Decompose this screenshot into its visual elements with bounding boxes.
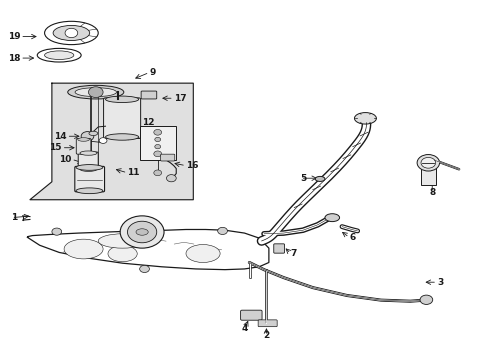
Circle shape: [155, 137, 160, 141]
Text: 18: 18: [8, 54, 20, 63]
Text: 12: 12: [142, 118, 154, 127]
Circle shape: [419, 295, 432, 305]
Text: 16: 16: [185, 161, 198, 170]
Text: 9: 9: [149, 68, 156, 77]
Polygon shape: [27, 229, 268, 270]
Ellipse shape: [315, 176, 325, 181]
FancyBboxPatch shape: [103, 98, 141, 138]
Ellipse shape: [108, 246, 137, 262]
Ellipse shape: [98, 234, 147, 248]
Ellipse shape: [80, 167, 97, 171]
Text: 10: 10: [59, 155, 71, 164]
Ellipse shape: [44, 21, 98, 45]
Text: 4: 4: [241, 324, 247, 333]
Polygon shape: [30, 83, 193, 200]
FancyBboxPatch shape: [273, 244, 284, 253]
Ellipse shape: [76, 165, 102, 170]
FancyBboxPatch shape: [76, 138, 91, 154]
Text: 13: 13: [132, 132, 144, 141]
Ellipse shape: [76, 188, 102, 194]
Circle shape: [154, 151, 161, 157]
Text: 2: 2: [263, 332, 269, 341]
Circle shape: [154, 130, 161, 135]
Text: 5: 5: [300, 174, 306, 183]
Ellipse shape: [68, 85, 123, 99]
Circle shape: [166, 175, 176, 182]
Circle shape: [140, 265, 149, 273]
Text: 17: 17: [173, 94, 186, 103]
Circle shape: [127, 221, 157, 243]
Ellipse shape: [89, 131, 98, 135]
Circle shape: [65, 28, 78, 38]
Ellipse shape: [185, 244, 220, 262]
Text: 1: 1: [11, 213, 18, 222]
Circle shape: [99, 138, 107, 143]
Text: 19: 19: [7, 32, 20, 41]
Text: 15: 15: [49, 143, 61, 152]
Text: 3: 3: [436, 278, 443, 287]
Ellipse shape: [325, 214, 339, 222]
FancyBboxPatch shape: [78, 152, 98, 170]
Text: 14: 14: [54, 132, 66, 141]
Ellipse shape: [105, 134, 139, 140]
Text: 8: 8: [428, 188, 434, 197]
FancyBboxPatch shape: [240, 310, 262, 320]
Circle shape: [416, 154, 439, 171]
Ellipse shape: [136, 229, 148, 235]
Text: 11: 11: [127, 168, 140, 177]
Circle shape: [155, 144, 160, 149]
Ellipse shape: [53, 26, 89, 41]
FancyBboxPatch shape: [160, 154, 174, 161]
Circle shape: [420, 157, 435, 168]
Circle shape: [81, 132, 94, 141]
Text: 7: 7: [290, 249, 297, 258]
FancyBboxPatch shape: [75, 166, 104, 192]
Ellipse shape: [44, 51, 74, 59]
FancyBboxPatch shape: [141, 91, 157, 99]
Ellipse shape: [105, 96, 139, 103]
Bar: [140, 126, 176, 160]
Ellipse shape: [64, 239, 103, 259]
Ellipse shape: [78, 138, 89, 141]
Circle shape: [120, 216, 163, 248]
Ellipse shape: [37, 48, 81, 62]
Ellipse shape: [80, 151, 97, 155]
Circle shape: [154, 170, 161, 176]
Circle shape: [52, 228, 61, 235]
Circle shape: [217, 227, 227, 234]
Bar: [420, 167, 435, 185]
Ellipse shape: [75, 87, 116, 96]
FancyBboxPatch shape: [258, 320, 277, 327]
Ellipse shape: [354, 113, 376, 124]
Text: 6: 6: [348, 233, 355, 242]
Circle shape: [88, 87, 103, 98]
